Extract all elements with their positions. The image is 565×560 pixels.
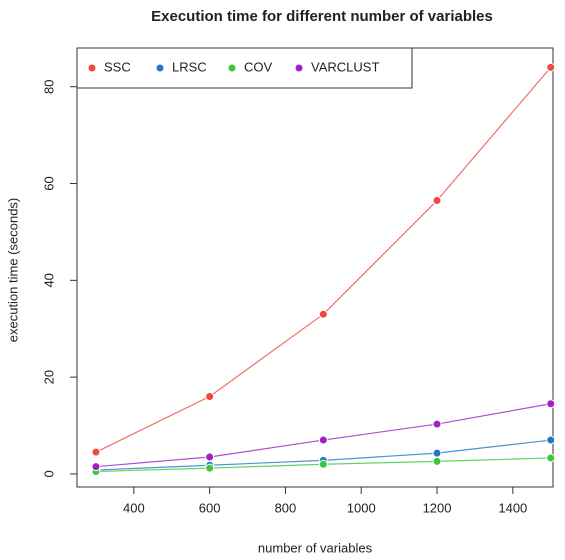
data-point <box>318 309 328 319</box>
data-point <box>546 62 556 72</box>
x-tick-label: 1200 <box>423 500 452 515</box>
y-tick-label: 40 <box>41 273 56 287</box>
legend-marker <box>88 64 96 72</box>
x-tick-label: 600 <box>199 500 221 515</box>
data-point <box>432 419 442 429</box>
data-point <box>318 459 328 469</box>
legend-label: VARCLUST <box>311 59 379 74</box>
data-point <box>432 195 442 205</box>
y-tick-label: 20 <box>41 370 56 384</box>
x-tick-label: 1000 <box>347 500 376 515</box>
chart-title: Execution time for different number of v… <box>151 8 493 25</box>
data-point <box>318 435 328 445</box>
y-tick-label: 80 <box>41 79 56 93</box>
legend-label: LRSC <box>172 59 207 74</box>
data-point <box>546 453 556 463</box>
x-axis-label: number of variables <box>258 540 373 555</box>
legend-marker <box>228 64 236 72</box>
y-tick-label: 0 <box>41 470 56 477</box>
data-point <box>546 399 556 409</box>
legend-label: SSC <box>104 59 131 74</box>
data-point <box>205 463 215 473</box>
plot-box <box>76 47 554 488</box>
series-line <box>95 66 552 453</box>
data-point <box>91 447 101 457</box>
x-tick-label: 800 <box>275 500 297 515</box>
data-point <box>91 462 101 472</box>
y-axis-label: execution time (seconds) <box>5 198 20 343</box>
legend-box <box>76 47 413 89</box>
data-point <box>432 456 442 466</box>
x-tick-label: 400 <box>123 500 145 515</box>
legend-marker <box>156 64 164 72</box>
y-tick-label: 60 <box>41 176 56 190</box>
legend-label: COV <box>244 59 273 74</box>
data-point <box>432 448 442 458</box>
x-tick-label: 1400 <box>498 500 527 515</box>
data-point <box>546 435 556 445</box>
data-point <box>205 452 215 462</box>
legend-marker <box>295 64 303 72</box>
data-point <box>205 391 215 401</box>
